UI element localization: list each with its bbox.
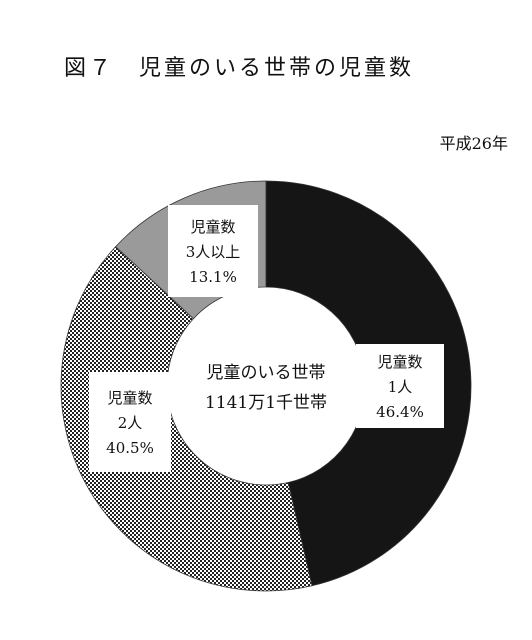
year-label: 平成26年 (439, 134, 508, 153)
label-two-children: 児童数 2人 40.5% (89, 372, 171, 472)
label-three-plus-line: 児童数 (190, 218, 235, 236)
label-one-child: 児童数 1人 46.4% (356, 344, 444, 428)
chart-title: 図７ 児童のいる世帯の児童数 (64, 56, 415, 81)
label-one-child-box (356, 344, 444, 428)
center-label-line: 児童のいる世帯 (207, 363, 326, 383)
label-three-plus-line: 13.1% (189, 268, 237, 286)
label-one-child-line: 児童数 (377, 353, 422, 371)
label-two-children-line: 2人 (118, 414, 143, 432)
labels-group: 児童数 1人 46.4% 児童数 2人 40.5% 児童数 3人以上 13.1% 児童のいる世帯 1… (89, 205, 444, 472)
label-one-child-line: 46.4% (376, 403, 424, 421)
label-one-child-line: 1人 (388, 378, 413, 396)
label-three-plus-line: 3人以上 (186, 243, 241, 261)
slice-two-children (60, 246, 313, 592)
label-three-plus-box (168, 205, 258, 297)
center-label-line: 1141万1千世帯 (205, 393, 327, 413)
label-two-children-line: 40.5% (106, 439, 154, 457)
label-two-children-box (89, 372, 171, 472)
label-two-children-line: 児童数 (107, 389, 152, 407)
label-three-plus: 児童数 3人以上 13.1% (168, 205, 258, 297)
